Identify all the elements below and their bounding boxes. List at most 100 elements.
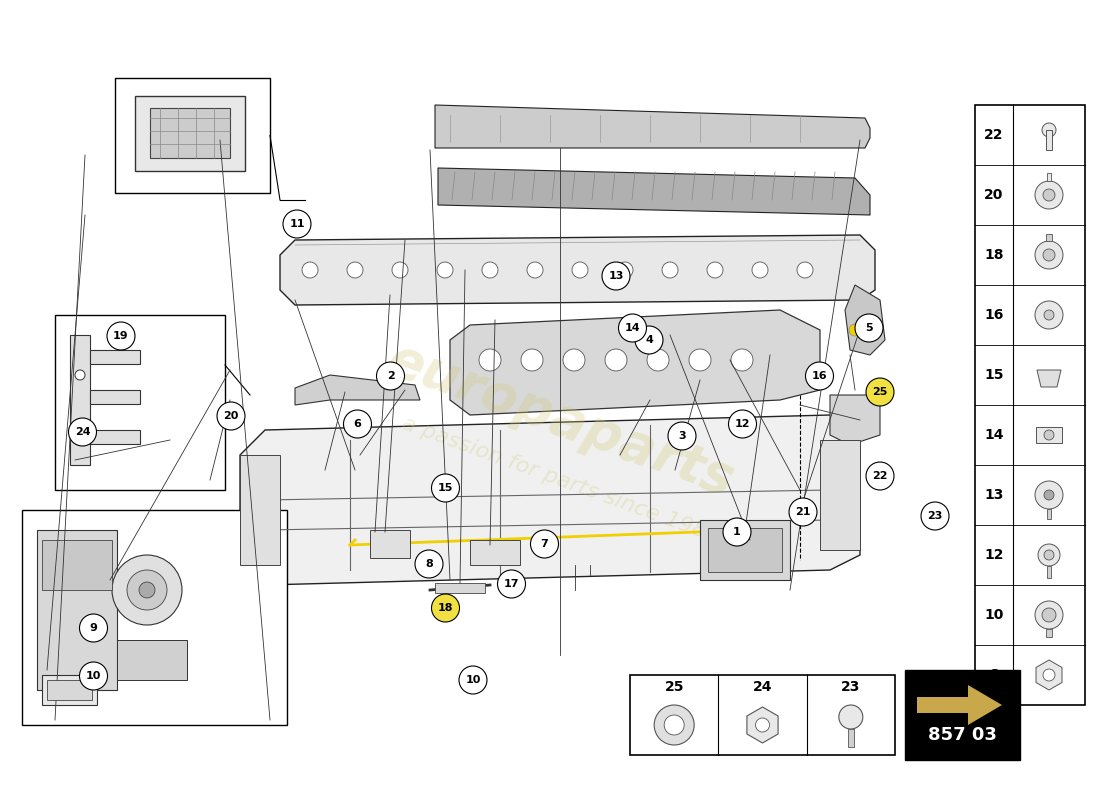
Bar (47, 680, 92, 700)
Text: 20: 20 (223, 411, 239, 421)
Text: 2: 2 (386, 371, 395, 381)
Circle shape (527, 262, 543, 278)
Polygon shape (295, 375, 420, 405)
Circle shape (1035, 241, 1063, 269)
Text: 19: 19 (113, 331, 129, 341)
Bar (1046, 629, 1052, 637)
Text: 17: 17 (504, 579, 519, 589)
Bar (1047, 566, 1050, 578)
Polygon shape (1037, 370, 1062, 387)
Polygon shape (1036, 660, 1062, 690)
Bar (470, 540, 520, 565)
Circle shape (1044, 550, 1054, 560)
Text: 4: 4 (645, 335, 653, 345)
Circle shape (617, 262, 632, 278)
Text: 12: 12 (735, 419, 750, 429)
Circle shape (1044, 490, 1054, 500)
Circle shape (855, 314, 883, 342)
Circle shape (849, 324, 861, 336)
Bar (820, 440, 860, 550)
Bar (905, 670, 1020, 760)
Text: 14: 14 (984, 428, 1003, 442)
Circle shape (605, 349, 627, 371)
Bar (700, 520, 790, 580)
Circle shape (866, 462, 894, 490)
Circle shape (1038, 544, 1060, 566)
Bar (1046, 130, 1052, 150)
Circle shape (798, 262, 813, 278)
Polygon shape (830, 395, 880, 445)
Text: 21: 21 (795, 507, 811, 517)
Bar (1036, 427, 1062, 443)
Bar (150, 108, 230, 158)
Circle shape (126, 570, 167, 610)
Circle shape (805, 362, 834, 390)
Circle shape (921, 502, 949, 530)
Circle shape (707, 262, 723, 278)
Circle shape (376, 362, 405, 390)
Bar (90, 430, 140, 444)
Circle shape (415, 550, 443, 578)
Circle shape (459, 666, 487, 694)
Text: 1: 1 (733, 527, 741, 537)
Text: 13: 13 (984, 488, 1003, 502)
Circle shape (1043, 189, 1055, 201)
Polygon shape (747, 707, 778, 743)
Bar (42, 675, 97, 705)
Circle shape (112, 555, 182, 625)
Bar (22, 510, 287, 725)
Text: 10: 10 (465, 675, 481, 685)
Polygon shape (438, 168, 870, 215)
Circle shape (1035, 301, 1063, 329)
Circle shape (664, 715, 684, 735)
Circle shape (602, 262, 630, 290)
Bar (1047, 509, 1050, 519)
Circle shape (139, 582, 155, 598)
Circle shape (723, 518, 751, 546)
Circle shape (654, 705, 694, 745)
Circle shape (1044, 430, 1054, 440)
Circle shape (343, 410, 372, 438)
Circle shape (866, 378, 894, 406)
Circle shape (1042, 608, 1056, 622)
Circle shape (728, 410, 757, 438)
Circle shape (75, 425, 85, 435)
Text: 11: 11 (289, 219, 305, 229)
Circle shape (107, 322, 135, 350)
Circle shape (839, 705, 862, 729)
Circle shape (302, 262, 318, 278)
Text: 5: 5 (866, 323, 872, 333)
Text: 10: 10 (86, 671, 101, 681)
Circle shape (79, 614, 108, 642)
Text: 13: 13 (608, 271, 624, 281)
Bar (370, 530, 410, 558)
Bar (55, 315, 225, 490)
Circle shape (563, 349, 585, 371)
Text: 23: 23 (842, 680, 860, 694)
Text: 25: 25 (664, 680, 684, 694)
Polygon shape (450, 310, 820, 415)
Circle shape (431, 474, 460, 502)
Circle shape (689, 349, 711, 371)
Text: a passion for parts since 1985: a passion for parts since 1985 (398, 413, 722, 547)
Circle shape (346, 262, 363, 278)
Polygon shape (434, 105, 870, 148)
Circle shape (482, 262, 498, 278)
Polygon shape (845, 285, 886, 355)
Circle shape (437, 262, 453, 278)
Text: europaparts: europaparts (379, 333, 740, 507)
Bar (116, 78, 270, 193)
Bar (70, 335, 90, 465)
Text: 23: 23 (927, 511, 943, 521)
Text: 20: 20 (984, 188, 1003, 202)
Text: 18: 18 (438, 603, 453, 613)
Circle shape (756, 718, 770, 732)
Circle shape (1042, 123, 1056, 137)
Circle shape (217, 402, 245, 430)
Text: 9: 9 (89, 623, 98, 633)
Circle shape (431, 594, 460, 622)
Circle shape (668, 422, 696, 450)
Text: 12: 12 (984, 548, 1003, 562)
Bar (117, 640, 187, 680)
Text: 15: 15 (984, 368, 1003, 382)
